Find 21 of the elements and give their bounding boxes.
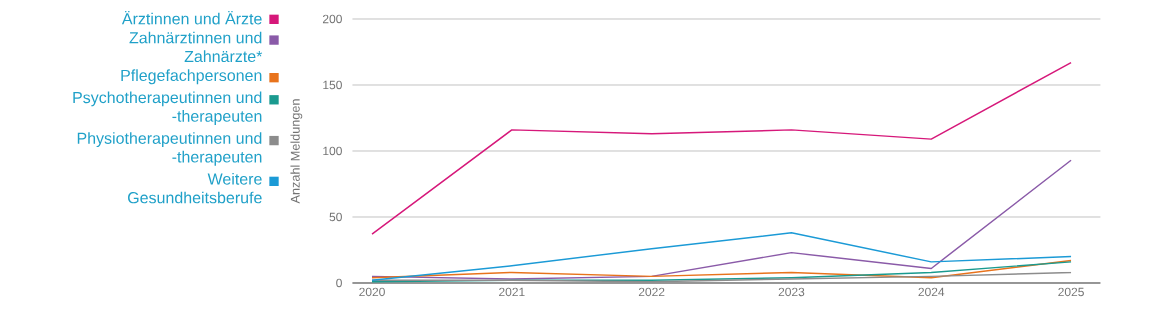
y-tick-label: 100 [323,146,342,156]
x-tick-label: 2024 [918,287,945,297]
y-tick-label: 200 [322,14,342,24]
legend-label: Weitere Gesundheitsberufe [128,172,262,204]
y-tick-label: 0 [336,278,342,288]
x-tick-label: 2023 [778,287,805,297]
x-tick-label: 2022 [638,287,665,297]
x-tick-label: 2025 [1058,287,1084,297]
legend-label: Physiotherapeutinnen und -therapeuten [77,132,262,166]
line-series [371,61,1072,235]
y-axis-title: Anzahl Meldungen [290,99,303,204]
x-tick-label: 2021 [499,287,525,297]
line-series [371,232,1072,282]
y-tick-label: 150 [323,80,342,90]
legend-label: Zahnärztinnen und Zahnärzte* [129,31,263,63]
legend-label: Pflegefachpersonen [121,69,262,85]
x-tick-label: 2020 [359,287,385,297]
line-series [371,159,1072,280]
y-tick-label: 50 [329,212,342,222]
legend-label: Ärztinnen und Ärzte [121,10,262,25]
legend-label: Psychotherapeutinnen und -therapeuten [73,91,262,125]
